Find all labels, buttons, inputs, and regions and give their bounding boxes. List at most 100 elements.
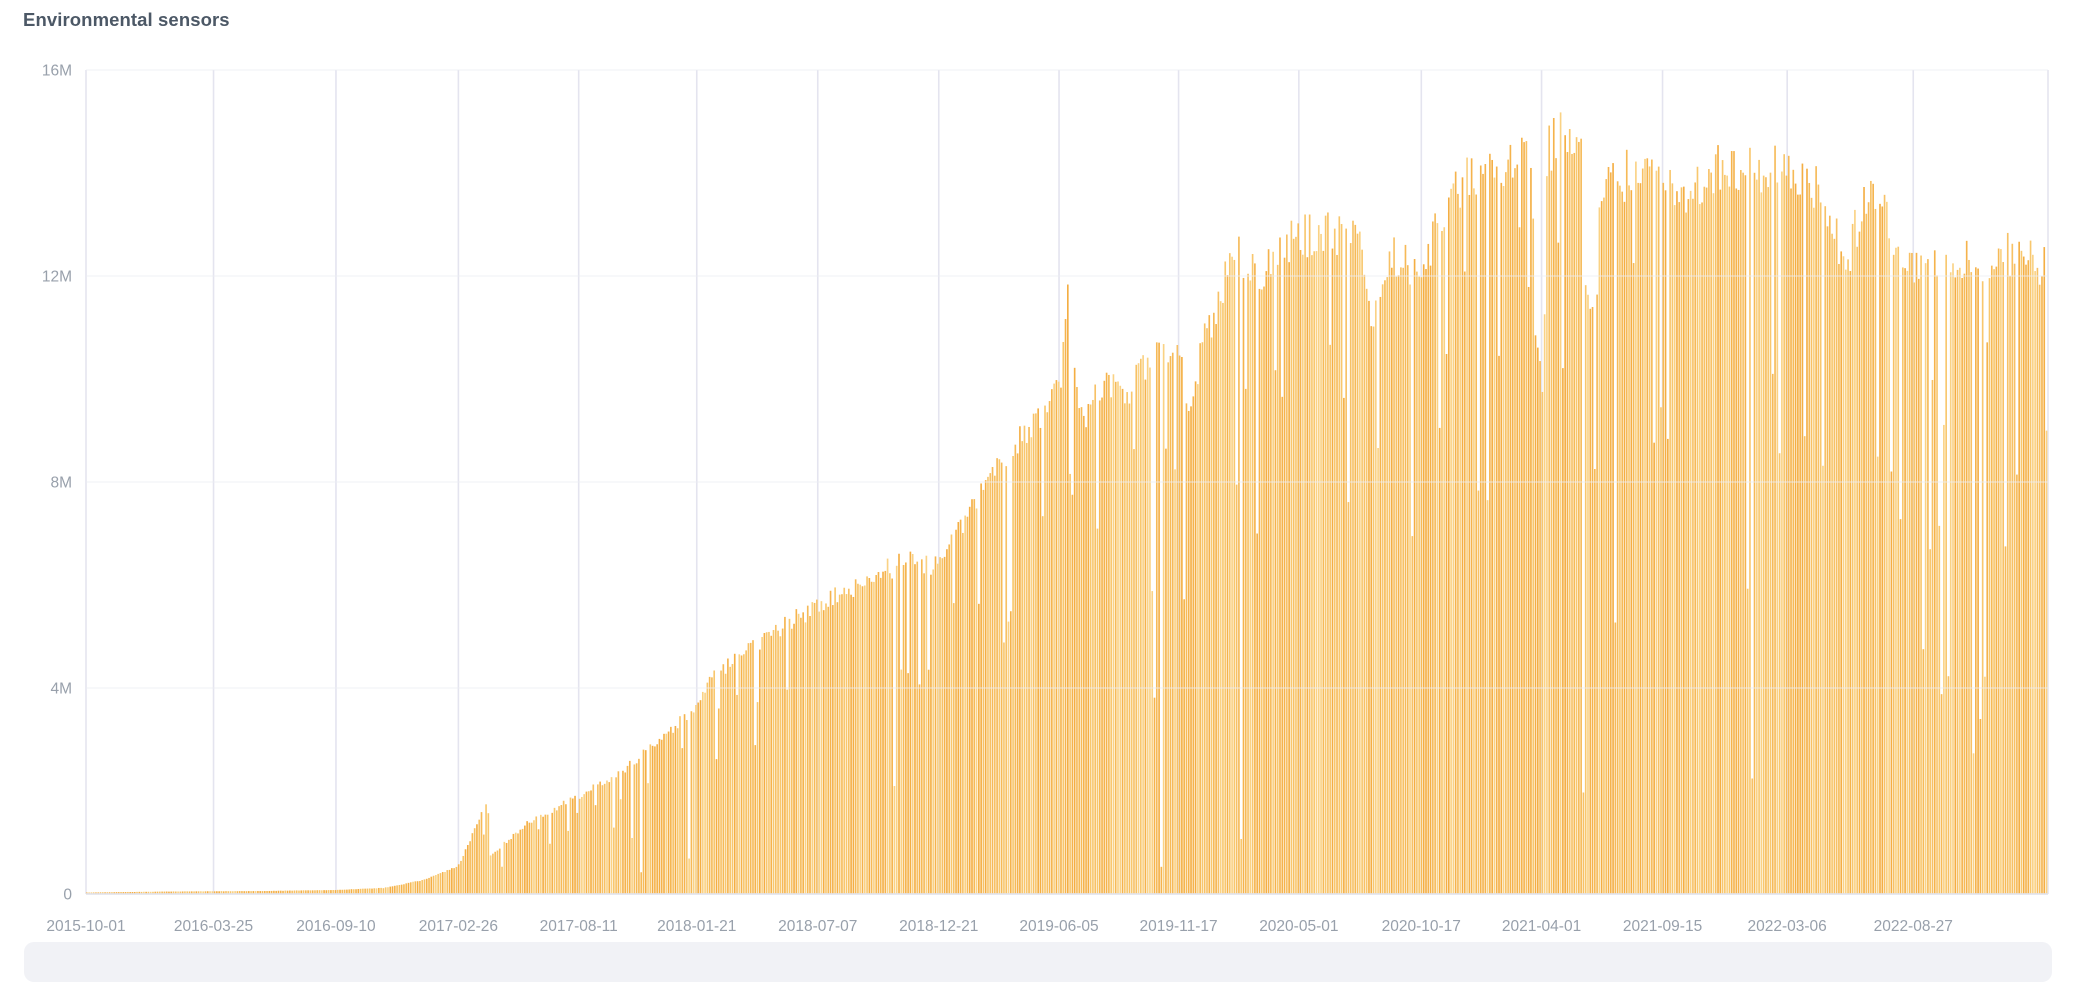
bar <box>624 772 627 894</box>
bar <box>1311 255 1313 894</box>
bar <box>1856 246 1858 894</box>
bar <box>692 712 695 894</box>
bar <box>359 888 362 894</box>
bar <box>1876 456 1879 894</box>
bar <box>1272 251 1274 894</box>
bar <box>663 733 665 894</box>
bar <box>407 882 410 894</box>
bar <box>423 879 426 894</box>
bar <box>1603 197 1605 895</box>
bar <box>1778 453 1781 894</box>
bar <box>1874 208 1877 894</box>
bar <box>749 642 752 894</box>
bar <box>1578 141 1580 894</box>
bar <box>1057 381 1060 894</box>
bar <box>1854 209 1856 894</box>
bar <box>1162 344 1165 894</box>
bar <box>957 522 960 894</box>
bar <box>320 890 323 894</box>
bar <box>701 691 704 894</box>
bar <box>932 569 935 894</box>
bar <box>1803 436 1806 894</box>
bar <box>476 824 478 894</box>
bar <box>528 822 531 894</box>
bar <box>179 891 182 894</box>
bar <box>1847 259 1849 894</box>
bar <box>1438 427 1441 894</box>
bar <box>576 812 579 894</box>
bar <box>1596 294 1598 894</box>
bar <box>1721 160 1724 894</box>
bar <box>1315 251 1318 895</box>
bar <box>1368 300 1370 894</box>
bar <box>2041 276 2043 894</box>
bar <box>325 890 328 894</box>
bar <box>127 891 129 894</box>
bar <box>1598 207 1601 894</box>
bar <box>875 575 877 894</box>
bar <box>1949 272 1952 894</box>
bar <box>1630 190 1633 894</box>
bar <box>1525 141 1528 894</box>
bar <box>615 777 617 894</box>
bar <box>1167 362 1170 895</box>
x-tick-label: 2018-12-21 <box>899 918 978 935</box>
bar <box>1053 383 1055 894</box>
bar <box>403 884 405 894</box>
bar <box>368 888 371 894</box>
bar <box>1281 396 1284 894</box>
bar <box>838 594 841 894</box>
bar <box>1228 253 1231 894</box>
bar <box>590 790 592 894</box>
bar <box>170 891 173 894</box>
bar <box>820 601 823 894</box>
bar <box>1144 379 1147 895</box>
bar <box>268 890 271 894</box>
bar <box>1279 237 1281 895</box>
bar <box>391 886 394 894</box>
bar <box>309 890 312 894</box>
bar <box>583 794 585 894</box>
bar <box>847 588 850 894</box>
bar <box>1892 254 1895 894</box>
bar <box>1671 183 1674 894</box>
bar <box>1771 373 1774 894</box>
bar <box>1244 388 1247 894</box>
chart-canvas[interactable]: 0 4M 8M 12M 16M 2015-10-01 2016-03-25 2016-09-1… <box>0 0 2076 956</box>
bar <box>1461 177 1464 895</box>
bar <box>378 887 380 894</box>
bar <box>1828 215 1831 895</box>
bar <box>455 866 458 894</box>
bar <box>1103 380 1106 894</box>
bar <box>1073 367 1076 894</box>
x-tick-label: 2022-03-06 <box>1748 918 1827 935</box>
bar <box>1400 267 1402 894</box>
bar <box>1263 286 1265 894</box>
bar <box>1945 254 1947 895</box>
bar <box>743 654 745 894</box>
bar <box>1505 172 1507 894</box>
bar <box>936 563 939 894</box>
bar <box>1751 778 1754 894</box>
bar <box>1249 280 1252 895</box>
bar <box>279 890 282 894</box>
bar <box>909 551 912 894</box>
bar <box>964 515 966 894</box>
bar <box>1457 193 1459 894</box>
bar <box>1270 274 1272 895</box>
bar <box>1153 697 1156 894</box>
bar <box>952 603 955 894</box>
bar <box>1648 166 1651 894</box>
bar <box>124 892 127 894</box>
bar <box>1797 194 1799 894</box>
bar <box>1297 223 1300 894</box>
bar <box>234 891 236 894</box>
bar <box>1635 161 1637 894</box>
bar <box>772 630 775 894</box>
bar <box>788 618 791 894</box>
bar <box>603 783 606 894</box>
bar <box>2020 250 2023 894</box>
bar <box>968 506 971 894</box>
bar <box>282 890 284 894</box>
bar <box>1295 236 1297 895</box>
